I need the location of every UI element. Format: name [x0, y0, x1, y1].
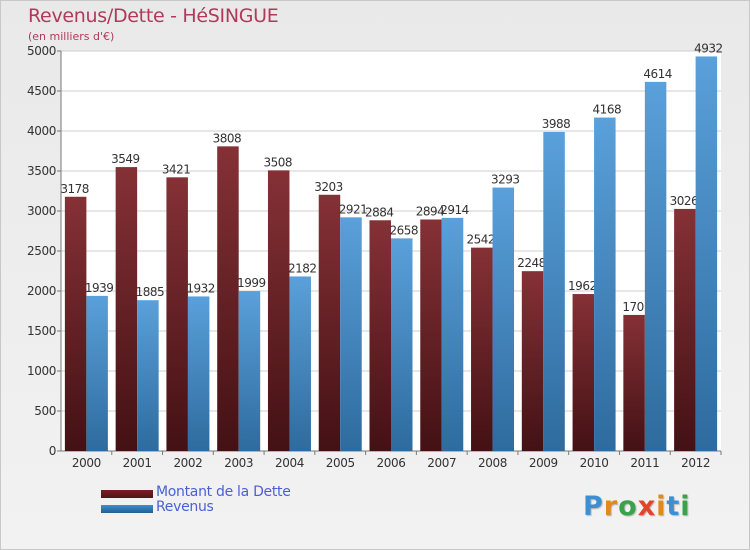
bar-revenus	[238, 291, 261, 451]
data-label-revenus: 2914	[440, 203, 469, 217]
bar-revenus	[289, 276, 311, 451]
data-label-revenus: 2921	[339, 202, 368, 216]
bar-dette	[623, 314, 645, 451]
bar-dette	[217, 146, 239, 452]
bar-revenus	[187, 296, 210, 451]
bar-dette	[572, 294, 595, 451]
data-label-dette: 2248	[517, 256, 546, 270]
data-label-revenus: 4168	[593, 103, 622, 117]
logo-letter: i	[656, 491, 667, 522]
data-label-dette: 2884	[365, 205, 394, 219]
bar-revenus	[441, 217, 464, 451]
data-label-revenus: 1999	[237, 276, 266, 290]
bar-dette	[166, 177, 188, 451]
bar-revenus	[340, 217, 362, 451]
x-tick-label: 2003	[224, 456, 253, 470]
legend-swatch-revenus	[101, 505, 153, 513]
data-label-revenus: 3988	[542, 117, 571, 131]
data-label-dette: 3421	[162, 162, 191, 176]
logo-letter: t	[666, 491, 681, 522]
data-label-revenus: 1939	[85, 281, 114, 295]
x-tick-label: 2007	[427, 456, 456, 470]
data-label-revenus: 3293	[491, 173, 520, 187]
data-label-dette: 3026	[670, 194, 699, 208]
logo-letter: P	[583, 491, 604, 522]
data-label-revenus: 1932	[186, 281, 215, 295]
bar-dette	[267, 170, 290, 452]
bar-revenus	[644, 81, 667, 451]
bar-revenus	[594, 117, 616, 451]
logo-letter: o	[618, 491, 638, 522]
bar-dette	[674, 208, 696, 451]
data-label-dette: 170	[622, 300, 643, 314]
bar-dette	[115, 167, 138, 451]
bar-revenus	[543, 131, 565, 451]
chart-title: Revenus/Dette - HéSINGUE	[28, 5, 279, 27]
bar-dette	[64, 196, 87, 451]
x-tick-label: 2001	[123, 456, 152, 470]
legend-label-dette: Montant de la Dette	[156, 484, 291, 500]
x-tick-label: 2004	[275, 456, 304, 470]
data-label-revenus: 4932	[694, 41, 723, 55]
data-label-revenus: 4614	[643, 67, 672, 81]
data-label-revenus: 1885	[136, 285, 165, 299]
y-tick-label: 4500	[27, 84, 56, 98]
data-label-dette: 3178	[60, 182, 89, 196]
bar-dette	[471, 247, 493, 451]
y-tick-label: 0	[49, 444, 56, 458]
logo-letter: i	[680, 491, 691, 522]
data-label-dette: 2894	[416, 204, 445, 218]
bar-dette	[521, 271, 544, 451]
legend-swatch-dette	[101, 490, 153, 498]
bar-revenus	[137, 300, 159, 451]
y-tick-label: 1000	[27, 364, 56, 378]
x-tick-label: 2005	[326, 456, 355, 470]
data-label-dette: 3203	[314, 180, 343, 194]
bar-revenus	[86, 295, 108, 451]
bar-revenus	[391, 238, 413, 451]
y-tick-label: 2000	[27, 284, 56, 298]
y-tick-label: 2500	[27, 244, 56, 258]
y-tick-label: 1500	[27, 324, 56, 338]
proxiti-logo: Proxiti	[583, 491, 691, 522]
y-tick-label: 500	[34, 404, 56, 418]
data-label-dette: 3549	[111, 152, 140, 166]
data-label-revenus: 2182	[288, 261, 317, 275]
x-tick-label: 2012	[681, 456, 710, 470]
data-label-dette: 1962	[568, 279, 597, 293]
y-tick-label: 4000	[27, 124, 56, 138]
data-label-revenus: 2658	[389, 223, 418, 237]
bar-dette	[318, 194, 341, 451]
x-tick-label: 2011	[630, 456, 659, 470]
bar-revenus	[492, 187, 515, 451]
legend-label-revenus: Revenus	[156, 499, 214, 515]
x-tick-label: 2010	[580, 456, 609, 470]
x-tick-label: 2006	[377, 456, 406, 470]
bar-dette	[369, 220, 391, 451]
y-tick-label: 3000	[27, 204, 56, 218]
data-label-dette: 3508	[263, 155, 292, 169]
x-tick-label: 2000	[72, 456, 101, 470]
y-tick-label: 5000	[27, 44, 56, 58]
bar-dette	[420, 219, 442, 451]
x-tick-label: 2008	[478, 456, 507, 470]
bar-revenus	[695, 56, 718, 451]
chart-subtitle: (en milliers d'€)	[28, 30, 115, 43]
x-tick-label: 2009	[529, 456, 558, 470]
data-label-dette: 2542	[467, 233, 496, 247]
y-tick-label: 3500	[27, 164, 56, 178]
x-tick-label: 2002	[173, 456, 202, 470]
data-label-dette: 3808	[213, 131, 242, 145]
logo-letter: r	[603, 491, 619, 522]
logo-letter: x	[637, 491, 657, 522]
